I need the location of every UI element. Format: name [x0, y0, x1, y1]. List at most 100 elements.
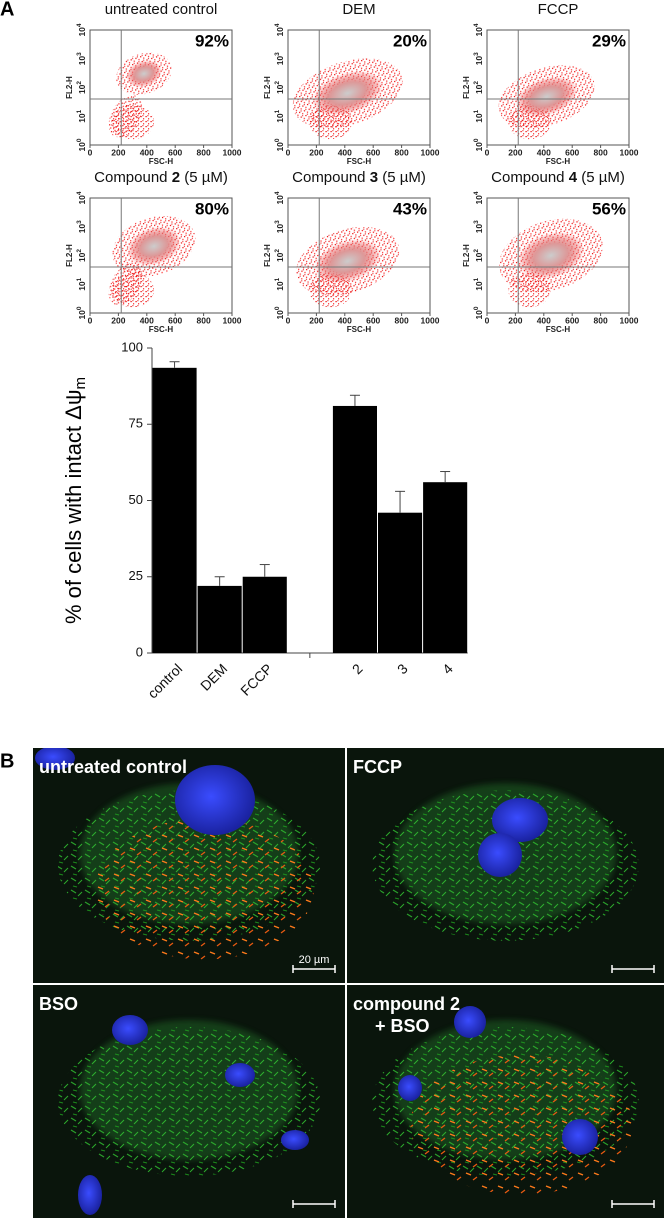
- tick-base: 10: [474, 281, 484, 291]
- x-tick-label: 400: [140, 147, 154, 157]
- y-tick-label: 101: [76, 109, 88, 122]
- nucleus: [112, 1015, 148, 1045]
- x-tick-label: 1000: [223, 315, 242, 325]
- x-tick-label: 600: [366, 147, 380, 157]
- x-tick-label: 200: [309, 147, 323, 157]
- x-tick-label: 600: [168, 147, 182, 157]
- nucleus: [225, 1063, 255, 1087]
- tick-exp: 3: [274, 220, 281, 224]
- mitochondria-red: [410, 1054, 633, 1195]
- x-tick-label: 0: [88, 315, 93, 325]
- micrograph: compound 2+ BSO: [347, 985, 664, 1218]
- x-tick-label: 800: [594, 315, 608, 325]
- x-tick-label: 1000: [223, 147, 242, 157]
- scatter-core: [127, 226, 181, 266]
- tick-exp: 0: [274, 138, 281, 142]
- tick-exp: 1: [473, 109, 480, 113]
- x-tick-label: 200: [111, 315, 125, 325]
- tick-base: 10: [474, 310, 484, 320]
- tick-exp: 3: [473, 52, 480, 56]
- scatter-core: [312, 70, 383, 116]
- nucleus: [562, 1119, 598, 1155]
- plot-frame: [287, 29, 431, 146]
- y-tick-label: 104: [76, 191, 88, 204]
- x-tick-label: 600: [168, 315, 182, 325]
- tick-base: 10: [474, 84, 484, 94]
- title-part: (5 µM): [577, 169, 625, 186]
- micrograph-content: [347, 985, 664, 1218]
- title-part: Compound: [292, 169, 370, 186]
- plot-frame: [89, 197, 233, 314]
- y-tick-label: 104: [473, 191, 485, 204]
- mitochondria: [57, 1026, 321, 1177]
- x-tick-label: 800: [395, 147, 409, 157]
- x-tick-label: 600: [366, 315, 380, 325]
- tick-exp: 1: [473, 277, 480, 281]
- x-tick-label: 4: [439, 660, 456, 677]
- x-axis-label: FSC-H: [347, 325, 372, 334]
- y-tick-label: 100: [274, 138, 286, 151]
- flow-plot: untreated control 92% 0 200 400 600 800 1000 FSC…: [65, 1, 242, 166]
- image-label: BSO: [39, 994, 78, 1014]
- image-label: + BSO: [375, 1016, 430, 1036]
- tick-exp: 3: [76, 52, 83, 56]
- tick-base: 10: [77, 195, 87, 205]
- nucleus: [78, 1175, 102, 1215]
- micrograph-content: [33, 985, 345, 1218]
- tick-exp: 4: [473, 191, 480, 195]
- tick-base: 10: [275, 113, 285, 123]
- y-tick-label: 101: [473, 277, 485, 290]
- y-tick-label: 102: [274, 249, 286, 262]
- tick-base: 10: [275, 224, 285, 234]
- tick-exp: 4: [76, 23, 83, 27]
- tick-base: 10: [275, 310, 285, 320]
- tick-exp: 3: [274, 52, 281, 56]
- y-tick-label: 101: [473, 109, 485, 122]
- x-axis-label: FSC-H: [149, 325, 174, 334]
- mitochondria-red: [95, 818, 314, 960]
- tick-base: 10: [77, 252, 87, 262]
- x-tick-label: 0: [286, 147, 291, 157]
- quadrant-percent: 92%: [195, 31, 229, 50]
- y-tick-label: 103: [274, 52, 286, 65]
- tick-exp: 2: [76, 81, 83, 85]
- flow-plot-title: Compound 2 (5 µM): [94, 169, 228, 186]
- title-part: FCCP: [538, 1, 579, 18]
- title-part: (5 µM): [378, 169, 426, 186]
- nucleus: [281, 1130, 309, 1150]
- quadrant-percent: 20%: [393, 31, 427, 50]
- y-tick-label: 25: [129, 568, 143, 583]
- micrograph: FCCP: [347, 748, 664, 983]
- tick-base: 10: [77, 224, 87, 234]
- tick-base: 10: [474, 56, 484, 66]
- x-axis-label: FSC-H: [546, 325, 571, 334]
- plot-frame: [486, 29, 630, 146]
- x-tick-label: 0: [286, 315, 291, 325]
- y-tick-label: 103: [274, 220, 286, 233]
- label-main: % of cells with intact Δψ: [61, 389, 86, 624]
- y-tick-label: 102: [473, 81, 485, 94]
- tick-base: 10: [275, 84, 285, 94]
- tick-exp: 0: [473, 306, 480, 310]
- y-axis-label: FL2-H: [65, 76, 74, 99]
- nucleus: [454, 1006, 486, 1038]
- bar: [197, 585, 242, 653]
- flow-plot-title: FCCP: [538, 1, 579, 18]
- label-sub: m: [72, 377, 89, 390]
- x-tick-label: 400: [140, 315, 154, 325]
- title-part: Compound: [491, 169, 569, 186]
- plot-frame: [287, 197, 431, 314]
- x-tick-label: 800: [197, 147, 211, 157]
- x-tick-label: 800: [395, 315, 409, 325]
- scale-bar-label: 20 µm: [299, 954, 330, 966]
- bar: [242, 576, 287, 653]
- micrograph: untreated control 20 µm: [33, 748, 345, 983]
- tick-exp: 0: [274, 306, 281, 310]
- y-tick-label: 103: [473, 220, 485, 233]
- nucleus: [35, 748, 75, 770]
- plot-frame: [89, 29, 233, 146]
- image-label: compound 2: [353, 994, 460, 1014]
- quadrant-percent: 29%: [592, 31, 626, 50]
- micrograph-content: [33, 748, 345, 983]
